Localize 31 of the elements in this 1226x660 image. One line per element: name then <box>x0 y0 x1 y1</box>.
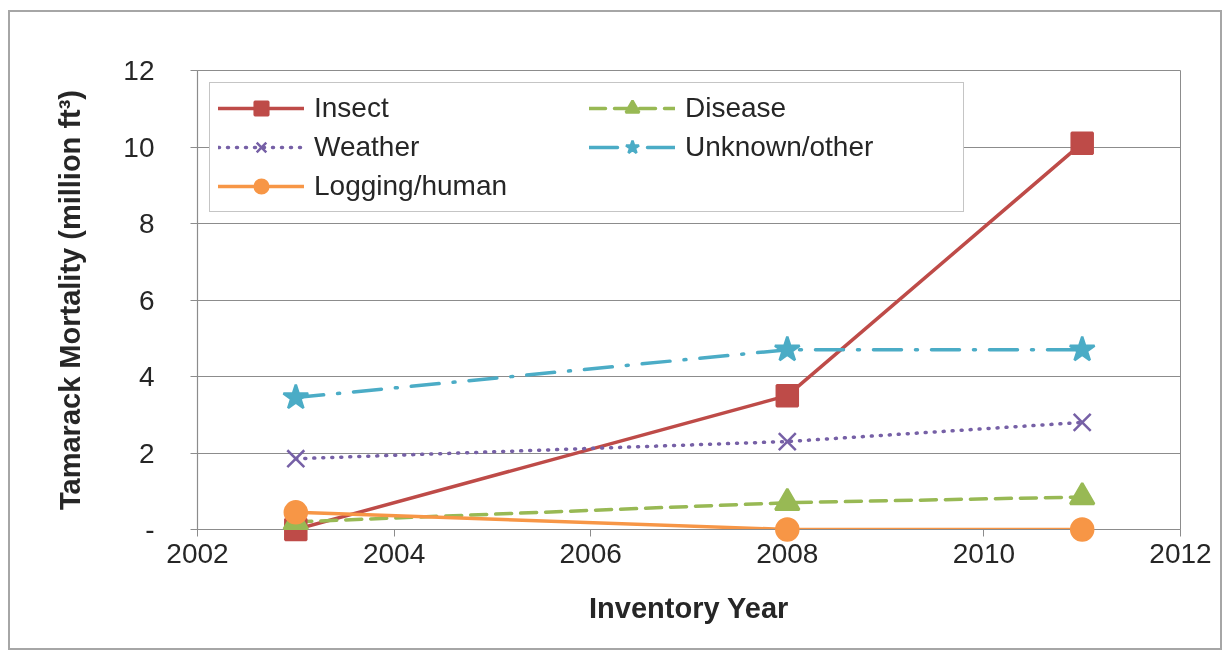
legend-label: Weather <box>314 131 421 163</box>
y-tick-label: - <box>145 514 155 545</box>
legend-label: Unknown/other <box>685 131 875 163</box>
legend-label: Disease <box>685 92 788 124</box>
legend-label: Insect <box>314 92 390 124</box>
legend-label: Logging/human <box>314 170 509 202</box>
x-tick-label: 2010 <box>952 537 1016 569</box>
y-tick-label: 2 <box>138 437 155 469</box>
point <box>777 431 798 452</box>
y-tick-label: 10 <box>123 131 155 163</box>
y-tick-label: 4 <box>138 361 155 392</box>
x-tick-label: 2012 <box>1149 537 1212 569</box>
y-tick-label: 8 <box>138 208 155 239</box>
point <box>282 383 310 410</box>
point <box>1070 131 1094 155</box>
point <box>1072 412 1092 433</box>
point <box>773 335 801 362</box>
point <box>283 500 309 525</box>
point <box>286 449 306 469</box>
x-tick-label: 2004 <box>362 537 426 569</box>
point <box>775 383 800 408</box>
point <box>1068 335 1096 362</box>
x-tick-label: 2002 <box>166 537 229 569</box>
y-axis-title: Tamarack Mortality (million ft³) <box>54 89 87 511</box>
x-tick-label: 2006 <box>559 537 622 569</box>
point <box>1069 517 1095 542</box>
y-tick-label: 12 <box>123 55 155 86</box>
x-tick-label: 2008 <box>756 537 819 569</box>
x-axis-title: Inventory Year <box>589 591 789 624</box>
point <box>775 517 800 542</box>
y-tick-label: 6 <box>138 284 155 316</box>
